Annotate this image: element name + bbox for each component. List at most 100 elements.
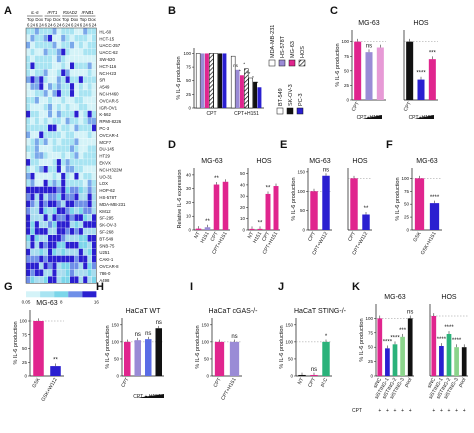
significance-label: ns <box>233 63 239 68</box>
heatmap-cell <box>78 131 83 139</box>
heatmap-cell <box>61 228 66 235</box>
heatmap-cell <box>34 138 39 145</box>
heatmap-cell <box>92 34 97 42</box>
heatmap-cell <box>48 262 53 270</box>
heatmap-cell <box>34 76 39 83</box>
heatmap-cell <box>48 110 53 118</box>
heatmap-cell <box>43 159 48 166</box>
heatmap-cell <box>43 152 48 159</box>
heatmap-cell <box>39 103 44 111</box>
heatmap-cell <box>83 255 88 263</box>
heatmap-row-label: LOX <box>99 181 108 186</box>
heatmap-cell <box>70 138 75 145</box>
heatmap-cell <box>74 28 79 35</box>
significance-label: **** <box>383 339 393 345</box>
heatmap-cell <box>87 193 92 201</box>
heatmap-cell <box>65 200 70 208</box>
heatmap-cell <box>56 200 61 208</box>
heatmap-cell <box>65 145 70 152</box>
significance-label: ** <box>247 71 251 76</box>
significance-label: ** <box>266 186 271 192</box>
heatmap-cell <box>30 200 35 208</box>
significance-label: **** <box>430 195 440 201</box>
heatmap-row-label: HS-578T <box>99 195 117 200</box>
heatmap-cell <box>92 248 97 256</box>
heatmap-cell <box>87 200 92 208</box>
chart-title: MG-63 <box>36 300 58 307</box>
heatmap-cell <box>78 62 83 70</box>
heatmap-cell <box>30 276 35 283</box>
heatmap-cell <box>61 131 66 139</box>
heatmap-cell <box>61 124 66 132</box>
panel-label-A: A <box>4 5 12 17</box>
heatmap-cell <box>56 62 61 70</box>
heatmap-cell <box>48 55 53 63</box>
heatmap-row-label: A498 <box>99 278 110 283</box>
heatmap-cell <box>61 34 66 42</box>
legend-label: MG-63 <box>290 41 296 58</box>
heatmap-cell <box>39 221 44 228</box>
heatmap-cell <box>87 179 92 187</box>
heatmap-cell <box>52 166 57 173</box>
heatmap-cell <box>52 255 57 263</box>
heatmap-cell <box>78 117 83 125</box>
heatmap-cell <box>83 48 88 56</box>
heatmap-cell <box>43 221 48 228</box>
heatmap-cell <box>34 241 39 249</box>
panel-label-K: K <box>352 281 360 293</box>
heatmap-cell <box>30 131 35 139</box>
heatmap-cell <box>83 90 88 97</box>
k-plus-mark: + <box>409 408 412 414</box>
heatmap-gene-label: RSAD2 <box>63 10 78 15</box>
heatmap-cell <box>92 186 97 194</box>
heatmap-cell <box>43 248 48 256</box>
heatmap-cell <box>78 248 83 256</box>
heatmap-cell <box>78 110 83 118</box>
heatmap-cell <box>39 41 44 49</box>
heatmap-cell <box>65 124 70 132</box>
heatmap-gene-label: IFNB1 <box>82 10 95 15</box>
y-tick-label: 75 <box>368 330 374 335</box>
heatmap-cell <box>26 76 31 83</box>
y-tick-label: 0 <box>188 228 191 233</box>
heatmap-cell <box>70 269 75 277</box>
heatmap-cell <box>83 276 88 283</box>
heatmap-cell <box>30 83 35 90</box>
heatmap-row-label: HT29 <box>99 154 110 159</box>
heatmap-cell <box>52 262 57 270</box>
legend-swatch <box>268 59 276 67</box>
heatmap-cell <box>56 269 61 277</box>
heatmap-cell <box>43 90 48 97</box>
chart-title: HaCaT cGAS-/- <box>209 308 259 315</box>
bar <box>257 228 263 230</box>
heatmap-cell <box>83 145 88 152</box>
significance-label: * <box>239 68 241 73</box>
heatmap-cell <box>83 193 88 201</box>
heatmap-cell <box>30 193 35 201</box>
heatmap-cell <box>30 34 35 42</box>
heatmap-cell <box>83 83 88 90</box>
heatmap-row-label: SF-295 <box>99 216 114 221</box>
category-label: GSK+W112 <box>40 377 58 403</box>
heatmap-cell <box>70 248 75 256</box>
significance-label: ** <box>53 357 58 363</box>
heatmap-row-label: MCF7 <box>99 140 111 145</box>
heatmap-cell <box>43 103 48 111</box>
heatmap-cell <box>78 255 83 263</box>
heatmap-cell <box>48 41 53 49</box>
heatmap-time-label: 6 <box>45 23 48 28</box>
heatmap-cell <box>52 62 57 70</box>
heatmap-cell <box>61 117 66 125</box>
heatmap-cell <box>74 41 79 49</box>
y-tick-label: 10 <box>186 214 192 219</box>
bar <box>195 228 202 230</box>
heatmap-cell <box>52 276 57 283</box>
heatmap-cell <box>61 76 66 83</box>
category-label: CPT <box>307 231 317 243</box>
heatmap-cell <box>87 269 92 277</box>
heatmap-cell <box>83 235 88 242</box>
bar <box>50 366 61 376</box>
heatmap-cell <box>78 41 83 49</box>
heatmap-cell <box>34 83 39 90</box>
